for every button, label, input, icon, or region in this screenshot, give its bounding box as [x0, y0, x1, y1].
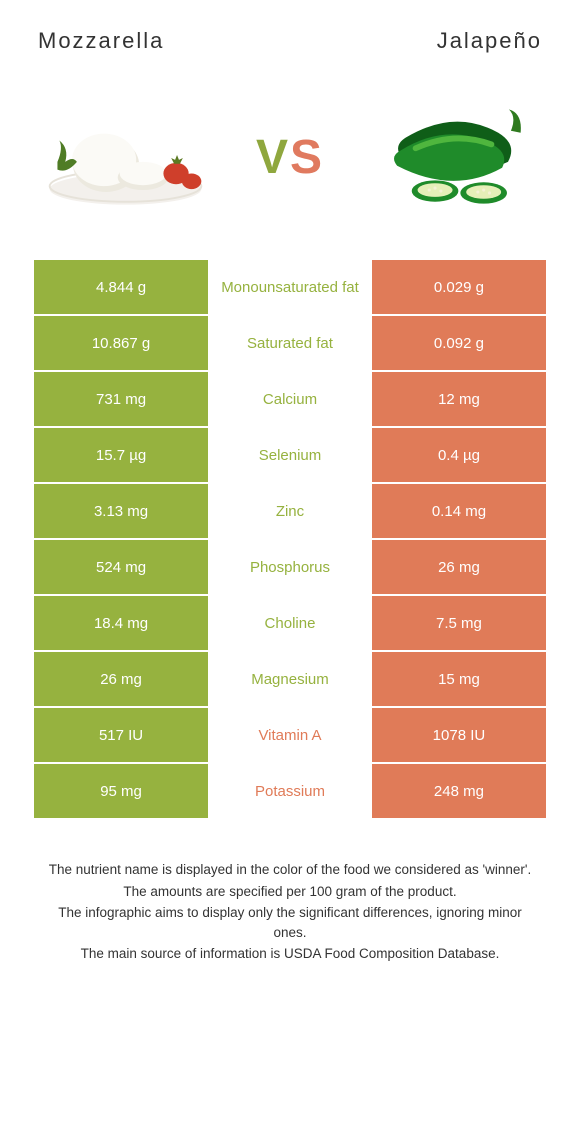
value-left: 15.7 µg	[34, 428, 208, 484]
nutrient-label: Monounsaturated fat	[208, 260, 372, 316]
value-left: 10.867 g	[34, 316, 208, 372]
value-right: 12 mg	[372, 372, 546, 428]
nutrient-label: Vitamin A	[208, 708, 372, 764]
nutrient-label: Choline	[208, 596, 372, 652]
nutrient-label: Selenium	[208, 428, 372, 484]
value-right: 15 mg	[372, 652, 546, 708]
value-left: 3.13 mg	[34, 484, 208, 540]
footer-line: The amounts are specified per 100 gram o…	[40, 882, 540, 902]
table-row: 10.867 gSaturated fat0.092 g	[34, 316, 546, 372]
value-left: 524 mg	[34, 540, 208, 596]
value-right: 248 mg	[372, 764, 546, 820]
comparison-table: 4.844 gMonounsaturated fat0.029 g10.867 …	[34, 260, 546, 820]
table-row: 95 mgPotassium248 mg	[34, 764, 546, 820]
title-left: Mozzarella	[38, 28, 164, 54]
nutrient-label: Zinc	[208, 484, 372, 540]
mozzarella-image	[38, 102, 213, 212]
table-row: 18.4 mgCholine7.5 mg	[34, 596, 546, 652]
value-left: 517 IU	[34, 708, 208, 764]
table-row: 3.13 mgZinc0.14 mg	[34, 484, 546, 540]
value-right: 1078 IU	[372, 708, 546, 764]
table-row: 731 mgCalcium12 mg	[34, 372, 546, 428]
value-left: 731 mg	[34, 372, 208, 428]
value-right: 0.14 mg	[372, 484, 546, 540]
nutrient-label: Phosphorus	[208, 540, 372, 596]
value-left: 95 mg	[34, 764, 208, 820]
value-left: 4.844 g	[34, 260, 208, 316]
vs-letter-s: S	[290, 131, 324, 184]
footer-line: The nutrient name is displayed in the co…	[40, 860, 540, 880]
footer-line: The infographic aims to display only the…	[40, 903, 540, 942]
nutrient-label: Saturated fat	[208, 316, 372, 372]
table-row: 15.7 µgSelenium0.4 µg	[34, 428, 546, 484]
value-left: 26 mg	[34, 652, 208, 708]
table-row: 4.844 gMonounsaturated fat0.029 g	[34, 260, 546, 316]
value-right: 0.4 µg	[372, 428, 546, 484]
nutrient-label: Potassium	[208, 764, 372, 820]
vs-badge: VS	[256, 130, 324, 185]
table-row: 26 mgMagnesium15 mg	[34, 652, 546, 708]
vs-row: VS	[34, 102, 546, 212]
value-right: 7.5 mg	[372, 596, 546, 652]
vs-letter-v: V	[256, 131, 290, 184]
value-right: 0.029 g	[372, 260, 546, 316]
header: Mozzarella Jalapeño	[34, 28, 546, 54]
value-left: 18.4 mg	[34, 596, 208, 652]
value-right: 0.092 g	[372, 316, 546, 372]
nutrient-label: Magnesium	[208, 652, 372, 708]
nutrient-label: Calcium	[208, 372, 372, 428]
title-right: Jalapeño	[437, 28, 542, 54]
value-right: 26 mg	[372, 540, 546, 596]
table-row: 524 mgPhosphorus26 mg	[34, 540, 546, 596]
footer-line: The main source of information is USDA F…	[40, 944, 540, 964]
jalapeno-image	[367, 102, 542, 212]
footer-notes: The nutrient name is displayed in the co…	[34, 860, 546, 964]
table-row: 517 IUVitamin A1078 IU	[34, 708, 546, 764]
